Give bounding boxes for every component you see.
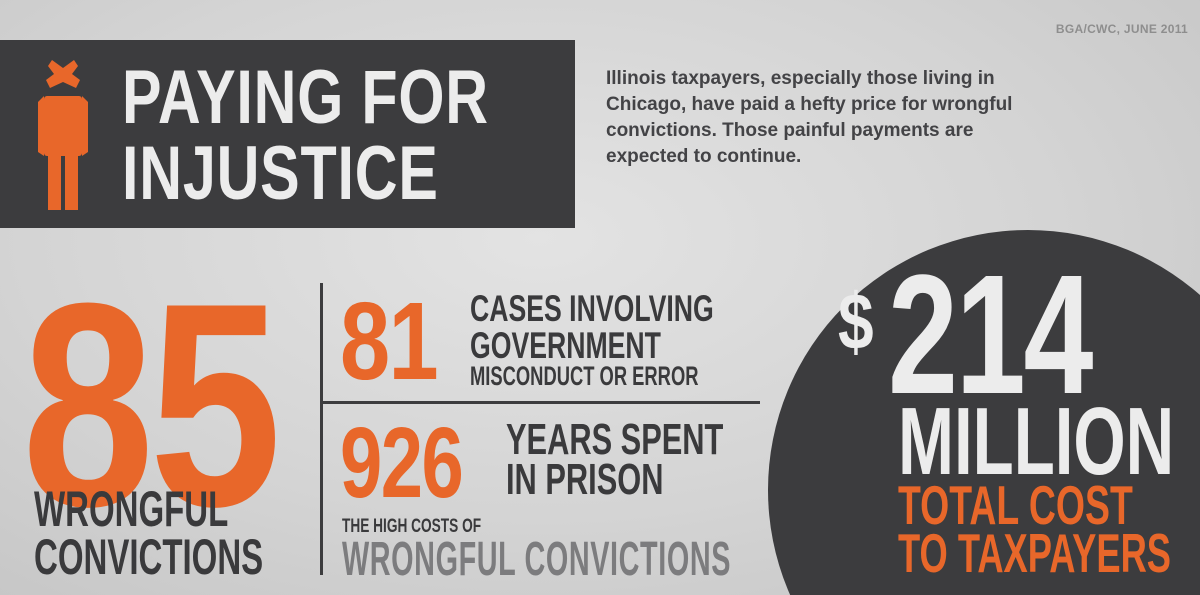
title-line-1: PAYING FOR [122,55,489,140]
years-value: 926 [340,407,464,519]
convictions-label-2: CONVICTIONS [34,529,264,585]
cost-label-2: TO TAXPAYERS [898,522,1172,584]
cost-unit: MILLION [898,388,1175,495]
cases-value: 81 [340,280,439,403]
title-banner [0,40,575,228]
cases-label-3: MISCONDUCT OR ERROR [470,361,699,391]
years-label-2: IN PRISON [506,455,664,504]
cost-currency: $ [838,277,874,366]
cases-label-2: GOVERNMENT [470,325,661,366]
cost-value: 214 [888,240,1093,430]
cost-label-1: TOTAL COST [898,474,1133,536]
vertical-divider [320,283,323,575]
source-credit: BGA/CWC, JUNE 2011 [1055,22,1188,36]
title-line-2: INJUSTICE [122,131,439,216]
intro-text: Illinois taxpayers, especially those liv… [606,68,1013,167]
convictions-value: 85 [22,243,282,567]
series-title-line-2: WRONGFUL CONVICTIONS [342,533,732,586]
convictions-label-1: WRONGFUL [34,481,229,537]
years-label-1: YEARS SPENT [506,415,724,464]
person-icon [38,60,88,210]
horizontal-divider [320,401,760,404]
cases-label-1: CASES INVOLVING [470,288,714,329]
series-title-line-1: THE HIGH COSTS OF [342,516,482,537]
